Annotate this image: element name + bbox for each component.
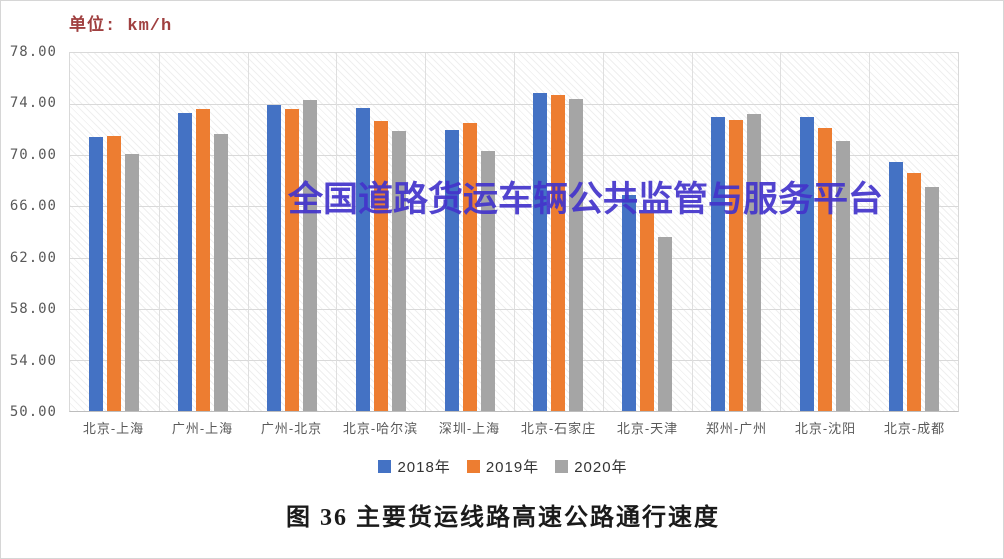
vertical-gridline — [691, 53, 693, 411]
bar-group-北京-成都 — [869, 53, 958, 411]
bar-2020年-深圳-上海 — [480, 151, 495, 411]
bar-2019年-北京-成都 — [906, 173, 921, 411]
bar-2019年-北京-石家庄 — [551, 95, 566, 411]
legend-swatch-icon — [555, 460, 569, 473]
vertical-gridline — [425, 53, 427, 411]
chart-caption: 图 36 主要货运线路高速公路通行速度 — [286, 505, 720, 531]
legend-label: 2020年 — [574, 459, 628, 476]
x-axis-label: 北京-石家庄 — [520, 421, 597, 436]
bar-group-广州-北京 — [248, 53, 337, 411]
bar-2020年-郑州-广州 — [746, 114, 761, 411]
x-axis-label: 北京-天津 — [616, 421, 679, 436]
bar-2018年-北京-石家庄 — [533, 92, 548, 411]
y-tick-label: 66.00 — [9, 198, 57, 215]
bar-2018年-广州-上海 — [178, 113, 193, 411]
bar-2020年-北京-成都 — [924, 187, 939, 411]
bar-group-北京-沈阳 — [780, 53, 869, 411]
bar-group-北京-哈尔滨 — [336, 53, 425, 411]
bar-group-广州-上海 — [159, 53, 248, 411]
bar-2019年-北京-沈阳 — [817, 128, 832, 411]
bar-2019年-郑州-广州 — [728, 119, 743, 411]
vertical-gridline — [247, 53, 249, 411]
x-axis-label: 深圳-上海 — [438, 421, 501, 436]
bar-2018年-北京-上海 — [89, 137, 104, 411]
bar-2020年-北京-沈阳 — [835, 141, 850, 411]
x-axis-labels: 北京-上海 广州-上海 广州-北京 北京-哈尔滨 深圳-上海 北京-石家庄 北京-天津 郑州-… — [69, 418, 959, 437]
bar-2020年-北京-上海 — [125, 154, 140, 411]
watermark-text: 全国道路货运车辆公共监管与服务平台 — [288, 180, 884, 219]
x-axis-label: 广州-北京 — [260, 421, 323, 436]
bar-2020年-广州-上海 — [214, 133, 229, 411]
bar-2019年-北京-天津 — [640, 212, 655, 411]
y-tick-label: 78.00 — [9, 44, 57, 60]
bar-2019年-北京-哈尔滨 — [373, 120, 388, 411]
bar-2018年-北京-成都 — [888, 161, 903, 411]
bar-2020年-北京-哈尔滨 — [391, 131, 406, 411]
vertical-gridline — [869, 53, 871, 411]
legend-item-2018年: 2018年 — [378, 456, 450, 477]
y-tick-label: 50.00 — [9, 404, 57, 420]
plot-area: 全国道路货运车辆公共监管与服务平台 — [69, 52, 959, 412]
bar-group-郑州-广州 — [692, 53, 781, 411]
bar-group-北京-上海 — [70, 53, 159, 411]
y-tick-label: 54.00 — [9, 352, 57, 369]
bar-2019年-北京-上海 — [107, 136, 122, 411]
bar-2020年-北京-天津 — [658, 237, 673, 411]
y-tick-label: 58.00 — [9, 301, 57, 318]
unit-label: 单位: km/h — [69, 17, 173, 36]
legend: 2018年 2019年 2020年 — [1, 456, 1003, 477]
bar-group-北京-天津 — [603, 53, 692, 411]
vertical-gridline — [514, 53, 515, 411]
bar-groups — [70, 53, 958, 411]
x-axis-label: 郑州-广州 — [705, 421, 768, 436]
bar-2018年-北京-哈尔滨 — [355, 107, 370, 411]
bar-group-北京-石家庄 — [514, 53, 603, 411]
legend-item-2020年: 2020年 — [555, 456, 627, 477]
y-tick-label: 74.00 — [9, 95, 57, 112]
bar-2018年-广州-北京 — [266, 105, 281, 411]
y-axis: 78.00 74.00 70.00 66.00 62.00 58.00 54.00 50.00 — [1, 44, 63, 420]
x-axis-label: 北京-上海 — [82, 421, 145, 436]
bar-2019年-广州-上海 — [196, 109, 211, 411]
x-axis-label: 北京-哈尔滨 — [342, 421, 419, 436]
vertical-gridline — [158, 53, 160, 411]
bar-2020年-北京-石家庄 — [569, 99, 584, 411]
vertical-gridline — [602, 53, 604, 411]
bar-2019年-深圳-上海 — [462, 123, 477, 411]
legend-swatch-icon — [466, 460, 480, 473]
bar-2018年-北京-沈阳 — [799, 116, 814, 411]
y-tick-label: 70.00 — [9, 146, 57, 163]
x-axis-label: 北京-沈阳 — [794, 421, 857, 436]
x-axis-label: 北京-成都 — [883, 421, 946, 436]
bar-2018年-郑州-广州 — [710, 116, 725, 411]
legend-swatch-icon — [378, 460, 392, 473]
vertical-gridline — [336, 53, 338, 411]
legend-label: 2019年 — [485, 459, 540, 476]
bar-2018年-深圳-上海 — [444, 129, 459, 411]
bar-2019年-广州-北京 — [284, 109, 299, 411]
bar-2018年-北京-天津 — [622, 194, 637, 411]
x-axis-label: 广州-上海 — [171, 421, 234, 436]
bar-group-深圳-上海 — [425, 53, 514, 411]
y-tick-label: 62.00 — [9, 249, 57, 266]
legend-label: 2018年 — [397, 459, 451, 476]
legend-item-2019年: 2019年 — [466, 456, 540, 477]
vertical-gridline — [780, 53, 782, 411]
bar-2020年-广州-北京 — [302, 100, 317, 411]
